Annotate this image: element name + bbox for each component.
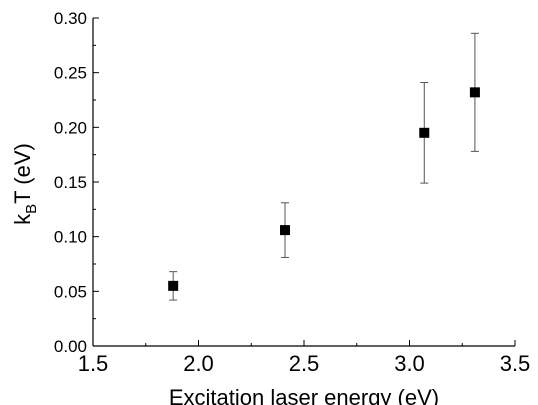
y-tick-label: 0.25	[54, 64, 87, 83]
x-tick-label: 3.5	[500, 351, 531, 376]
y-axis-title-base: k	[10, 213, 35, 225]
data-point-group	[280, 202, 291, 258]
y-tick-label: 0.15	[54, 173, 87, 192]
y-axis-title-subscript: B	[23, 204, 40, 214]
data-point-marker	[168, 280, 179, 291]
y-axis-title-rest: T (eV)	[10, 143, 35, 204]
axes	[92, 18, 515, 347]
y-tick-label: 0.10	[54, 228, 87, 247]
x-tick-label: 1.5	[78, 351, 109, 376]
x-axis-ticks: 1.5 2.0 2.5 3.0 3.5	[78, 340, 531, 376]
y-tick-label: 0.00	[54, 337, 87, 356]
y-axis-title: kBT (eV)	[10, 143, 40, 225]
data-point-marker	[280, 225, 291, 236]
data-point-marker	[419, 127, 430, 138]
y-tick-label: 0.20	[54, 118, 87, 137]
data-point-group	[419, 82, 430, 184]
x-axis-title: Excitation laser energy (eV)	[169, 385, 439, 405]
data-point-group	[469, 32, 480, 152]
y-axis-ticks: 0.00 0.05 0.10 0.15 0.20 0.25 0.30	[54, 9, 99, 356]
x-tick-label: 2.5	[289, 351, 320, 376]
data-point-group	[168, 271, 179, 301]
y-tick-label: 0.30	[54, 9, 87, 28]
x-tick-label: 3.0	[394, 351, 425, 376]
data-points	[168, 32, 480, 301]
y-tick-label: 0.05	[54, 282, 87, 301]
data-point-marker	[469, 87, 480, 98]
x-tick-label: 2.0	[183, 351, 214, 376]
